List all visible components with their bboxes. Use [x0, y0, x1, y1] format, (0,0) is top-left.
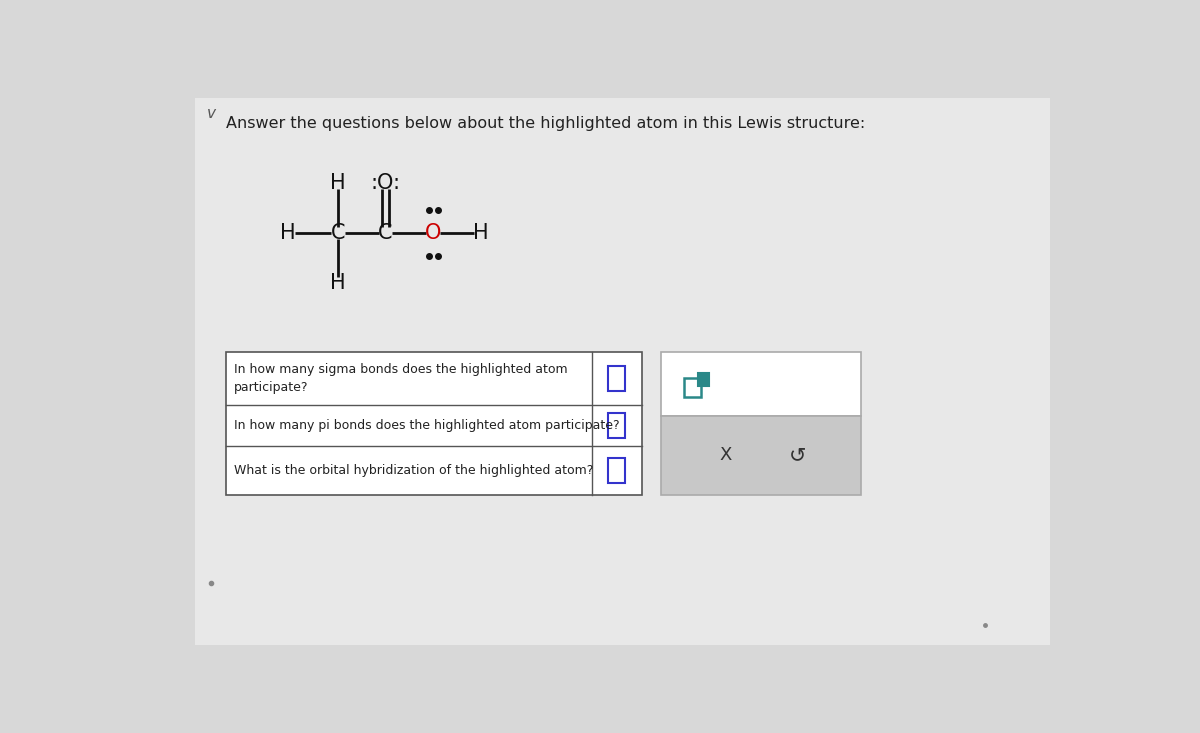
- Text: In how many pi bonds does the highlighted atom participate?: In how many pi bonds does the highlighte…: [234, 419, 619, 432]
- FancyBboxPatch shape: [226, 352, 642, 495]
- FancyBboxPatch shape: [698, 374, 709, 386]
- Text: In how many sigma bonds does the highlighted atom
participate?: In how many sigma bonds does the highlig…: [234, 363, 568, 394]
- Text: :O:: :O:: [371, 173, 401, 193]
- FancyBboxPatch shape: [684, 378, 701, 397]
- Text: H: H: [280, 223, 295, 243]
- Text: What is the orbital hybridization of the highlighted atom?: What is the orbital hybridization of the…: [234, 464, 593, 476]
- FancyBboxPatch shape: [608, 413, 625, 438]
- Text: H: H: [330, 173, 346, 193]
- FancyBboxPatch shape: [661, 352, 862, 416]
- Text: H: H: [330, 273, 346, 292]
- FancyBboxPatch shape: [196, 98, 1050, 644]
- FancyBboxPatch shape: [608, 366, 625, 391]
- Text: v: v: [206, 106, 216, 121]
- Text: C: C: [330, 223, 346, 243]
- Text: Answer the questions below about the highlighted atom in this Lewis structure:: Answer the questions below about the hig…: [226, 117, 865, 131]
- Text: ↺: ↺: [788, 446, 806, 465]
- Text: H: H: [473, 223, 488, 243]
- FancyBboxPatch shape: [608, 458, 625, 482]
- Text: X: X: [719, 446, 732, 464]
- Text: C: C: [378, 223, 392, 243]
- Text: O: O: [425, 223, 442, 243]
- FancyBboxPatch shape: [661, 416, 862, 495]
